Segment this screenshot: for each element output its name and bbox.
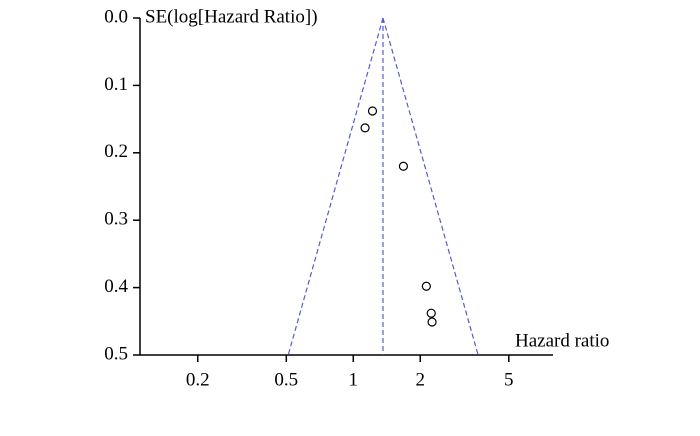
x-tick-label: 0.2: [186, 369, 210, 390]
funnel-line: [287, 17, 384, 356]
point: [426, 308, 436, 318]
funnel-line: [382, 17, 479, 356]
x-tick-label: 1: [349, 369, 359, 390]
y-tick-label: 0.5: [104, 343, 128, 364]
x-tick-label: 2: [416, 369, 426, 390]
x-tick-label: 5: [504, 369, 514, 390]
point: [398, 161, 409, 171]
point: [427, 317, 437, 327]
y-tick-label: 0.2: [104, 141, 128, 162]
y-tick-label: 0.1: [104, 74, 128, 95]
y-tick-label: 0.3: [104, 209, 128, 230]
point: [421, 281, 431, 291]
y-axis-label: SE(log[Hazard Ratio]): [145, 6, 318, 27]
x-tick-label: 0.5: [274, 369, 298, 390]
x-axis-label: Hazard ratio: [515, 330, 609, 351]
y-tick-label: 0.0: [104, 6, 128, 27]
point: [367, 106, 378, 116]
y-tick-label: 0.4: [104, 276, 128, 297]
point: [360, 123, 370, 133]
